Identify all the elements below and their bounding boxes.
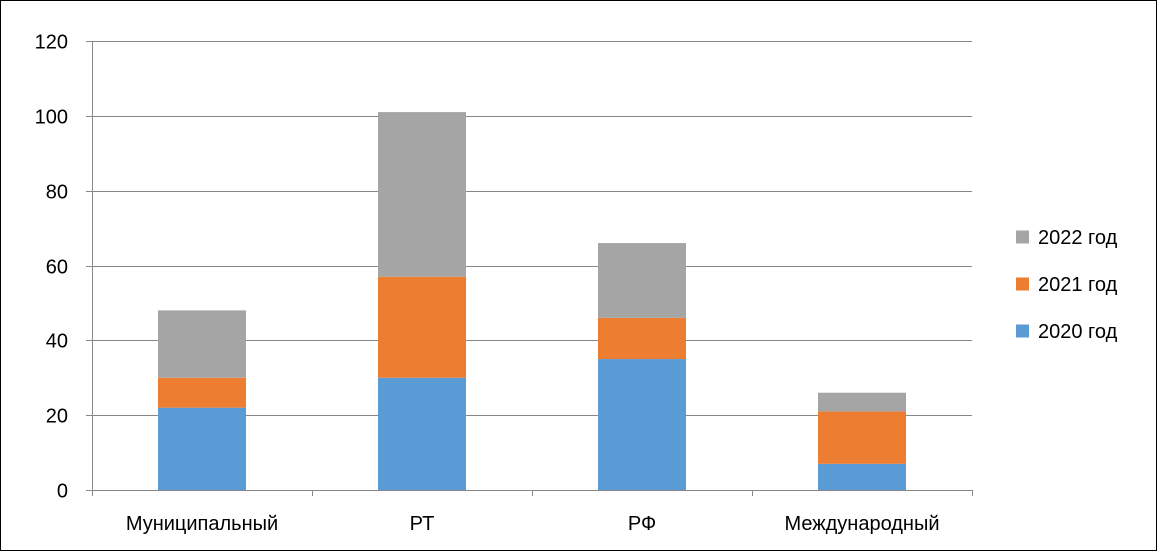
x-axis	[86, 490, 973, 496]
y-tick-label-0: 0	[57, 481, 68, 503]
bar-3-series-1	[598, 359, 686, 490]
x-tick-label-2: РТ	[410, 513, 435, 535]
legend-swatch-2	[1016, 277, 1029, 291]
y-axis-ticks: 0 20 40 60 80 100 120	[35, 32, 68, 503]
y-tick-label-20: 20	[46, 406, 68, 428]
y-tick-label-60: 60	[46, 257, 68, 279]
bar-1-series-2	[158, 377, 246, 408]
bar-4-series-2	[818, 411, 906, 464]
x-tick-label-3: РФ	[628, 513, 656, 535]
bar-2-series-3	[378, 112, 466, 277]
legend-label-3: 2020 год	[1038, 321, 1118, 343]
legend-label-2: 2021 год	[1038, 274, 1118, 296]
x-axis-labels: Муниципальный РТ РФ Международный	[126, 513, 940, 535]
bar-4-series-1	[818, 463, 906, 490]
x-tick-label-4: Международный	[784, 513, 939, 535]
bar-3-series-2	[598, 317, 686, 360]
y-tick-label-40: 40	[46, 331, 68, 353]
bars	[158, 112, 906, 490]
bar-1-series-3	[158, 310, 246, 378]
legend-swatch-3	[1016, 324, 1029, 338]
y-tick-label-100: 100	[35, 107, 68, 129]
y-tick-label-80: 80	[46, 182, 68, 204]
x-tick-label-1: Муниципальный	[126, 513, 278, 535]
legend-swatch-1	[1016, 230, 1029, 244]
legend: 2022 год 2021 год 2020 год	[1016, 227, 1118, 343]
bar-3-series-3	[598, 243, 686, 318]
bar-1-series-1	[158, 407, 246, 490]
y-tick-label-120: 120	[35, 32, 68, 54]
bar-2-series-1	[378, 377, 466, 490]
legend-label-1: 2022 год	[1038, 227, 1118, 249]
bar-2-series-2	[378, 276, 466, 378]
bar-4-series-3	[818, 392, 906, 412]
